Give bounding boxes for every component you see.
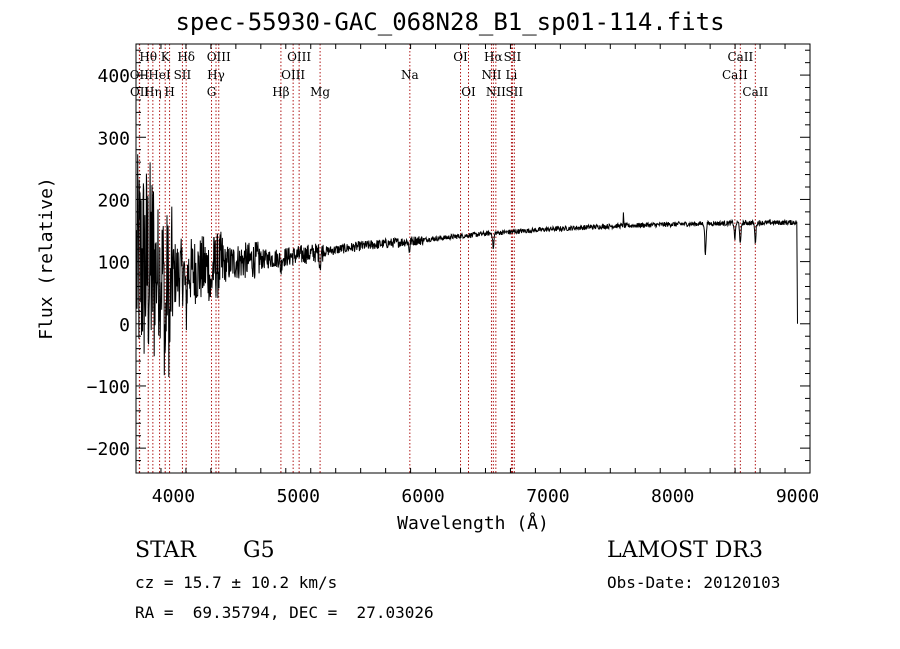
x-tick-label: 4000 xyxy=(152,486,195,507)
line-marker-label: CaII xyxy=(727,50,753,64)
line-marker-label: NII xyxy=(481,68,501,82)
spectrum-line xyxy=(136,154,798,378)
object-subclass: G5 xyxy=(243,538,275,563)
x-tick-label: 9000 xyxy=(776,486,819,507)
line-marker-label: Hη xyxy=(144,85,162,99)
line-marker-label: NII xyxy=(486,85,506,99)
observation-date: Obs-Date: 20120103 xyxy=(607,573,781,592)
line-marker-label: Hδ xyxy=(177,50,195,64)
y-tick-label: 100 xyxy=(97,253,130,274)
line-marker-label: OIII xyxy=(207,50,231,64)
line-marker-label: CaII xyxy=(742,85,768,99)
line-marker-label: CaII xyxy=(722,68,748,82)
line-markers: HθOIIOIIHηHeIKHSIIHδOIIIHγGHβOIIIOIIIMgN… xyxy=(130,44,768,473)
line-marker-label: Na xyxy=(401,68,419,82)
line-marker-label: G xyxy=(207,85,217,99)
x-tick-label: 8000 xyxy=(651,486,694,507)
y-tick-label: 300 xyxy=(97,128,130,149)
x-tick-label: 6000 xyxy=(401,486,444,507)
y-tick-label: 200 xyxy=(97,190,130,211)
survey-name: LAMOST DR3 xyxy=(607,538,763,563)
line-marker-label: Hθ xyxy=(139,50,157,64)
coordinates: RA = 69.35794, DEC = 27.03026 xyxy=(135,603,434,622)
line-marker-label: Hβ xyxy=(272,85,289,99)
x-tick-label: 7000 xyxy=(526,486,569,507)
line-marker-label: Hγ xyxy=(207,68,225,82)
axis-labels: 4000 5000 6000 7000 8000 9000 −200 −100 0 100 200 3… xyxy=(36,66,819,534)
line-marker-label: SII xyxy=(505,85,523,99)
plot-frame xyxy=(135,43,811,474)
line-marker-label: OI xyxy=(453,50,468,64)
line-marker-label: Hα xyxy=(484,50,503,64)
line-marker-label: OI xyxy=(461,85,476,99)
redshift-readout: cz = 15.7 ± 10.2 km/s xyxy=(135,573,338,592)
line-marker-label: OII xyxy=(130,85,150,99)
line-marker-label: HeI xyxy=(148,68,171,82)
line-marker-label: Mg xyxy=(310,85,330,99)
axis-ticks xyxy=(135,44,811,474)
object-class: STAR xyxy=(135,538,196,563)
y-axis-label: Flux (relative) xyxy=(36,177,57,340)
line-marker-label: OIII xyxy=(281,68,305,82)
line-marker-label: Li xyxy=(506,68,518,82)
y-tick-label: 400 xyxy=(97,66,130,87)
line-marker-label: OIII xyxy=(287,50,311,64)
line-marker-label: SII xyxy=(174,68,192,82)
chart-title: spec-55930-GAC_068N28_B1_sp01-114.fits xyxy=(175,8,725,36)
y-tick-label: −200 xyxy=(87,439,130,460)
line-marker-label: K xyxy=(161,50,171,64)
line-marker-label: SII xyxy=(504,50,522,64)
x-tick-label: 5000 xyxy=(277,486,320,507)
y-tick-label: 0 xyxy=(119,315,130,336)
x-axis-label: Wavelength (Å) xyxy=(397,512,549,534)
y-tick-label: −100 xyxy=(87,377,130,398)
line-marker-label: H xyxy=(164,85,174,99)
